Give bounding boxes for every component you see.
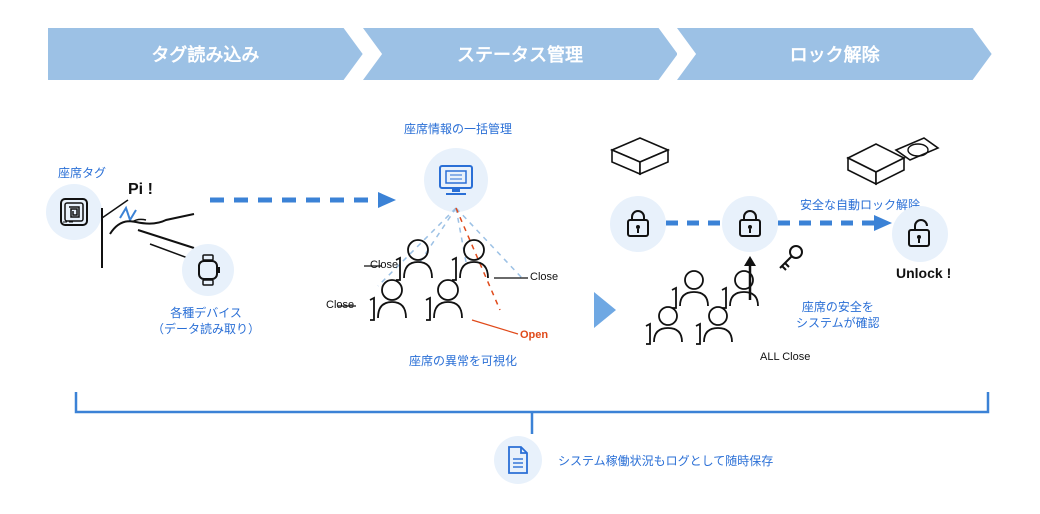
pi-label: Pi ! <box>128 180 153 201</box>
phase-bar: タグ読み込み ステータス管理 ロック解除 <box>48 28 992 80</box>
seat-label-leaders <box>320 250 580 370</box>
lock-2-circle <box>722 196 778 252</box>
phase-1: タグ読み込み <box>48 28 363 80</box>
watch-icon <box>193 253 223 287</box>
lock-1-circle <box>610 196 666 252</box>
close-label-2: Close <box>326 298 354 312</box>
phase-3: ロック解除 <box>677 28 992 80</box>
seat-mgmt-label: 座席情報の一括管理 <box>398 122 518 138</box>
diagram-canvas: タグ読み込み ステータス管理 ロック解除 座席タグ Pi ! <box>0 0 1040 514</box>
unlock-label: Unlock ! <box>896 264 951 282</box>
phase-2-label: ステータス管理 <box>457 41 583 67</box>
box-1-icon <box>604 134 676 178</box>
seat-anomaly-label: 座席の異常を可視化 <box>398 354 528 370</box>
phase-2: ステータス管理 <box>363 28 678 80</box>
document-circle <box>494 436 542 484</box>
safety-check-label: 座席の安全を システムが確認 <box>796 300 880 331</box>
dashed-arrow-2a <box>666 214 722 232</box>
up-arrow-icon <box>742 256 758 300</box>
box-2-icon <box>842 138 942 194</box>
close-label-1: Close <box>370 258 398 272</box>
monitor-circle <box>424 148 488 212</box>
seat-tag-label: 座席タグ <box>58 166 106 182</box>
phase-1-label: タグ読み込み <box>151 41 259 67</box>
dashed-arrow-2b <box>778 214 894 232</box>
monitor-icon <box>436 162 476 198</box>
unlock-circle <box>892 206 948 262</box>
triangle-arrow-icon <box>592 290 618 330</box>
lock-open-icon <box>905 217 935 251</box>
document-icon <box>505 445 531 475</box>
bracket-line <box>72 392 992 446</box>
log-label: システム稼働状況もログとして随時保存 <box>558 454 773 470</box>
open-label: Open <box>520 328 548 342</box>
close-label-3: Close <box>530 270 558 284</box>
phase-3-label: ロック解除 <box>790 41 880 67</box>
watch-circle <box>182 244 234 296</box>
all-close-label: ALL Close <box>760 350 810 364</box>
lock-closed-icon-2 <box>736 208 764 240</box>
lock-closed-icon-1 <box>624 208 652 240</box>
devices-label: 各種デバイス （データ読み取り） <box>152 306 260 337</box>
rfid-tag-icon <box>57 195 91 229</box>
